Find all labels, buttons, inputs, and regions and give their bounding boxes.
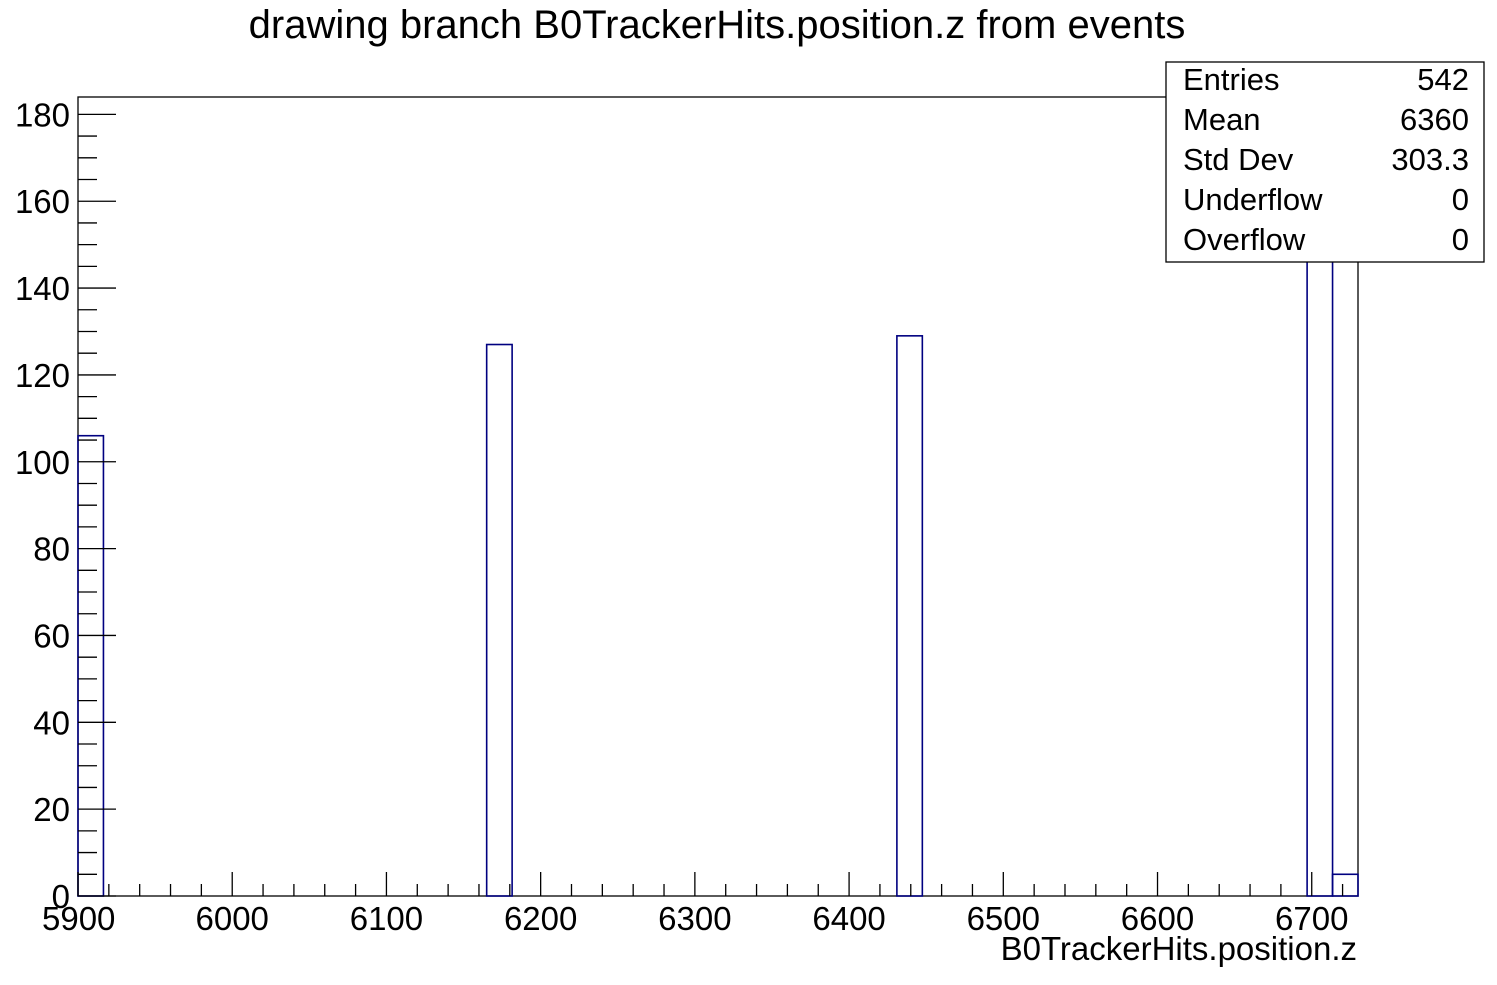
- stats-label: Overflow: [1183, 222, 1306, 257]
- stats-value: 303.3: [1391, 142, 1469, 177]
- y-tick-label: 0: [52, 878, 70, 915]
- y-axis: 0 20 40 60 80 100 120 140 160 180: [15, 96, 116, 915]
- y-tick-label: 180: [15, 96, 70, 133]
- y-tick-label: 40: [33, 704, 70, 741]
- x-tick-label: 6400: [812, 900, 885, 937]
- stats-label: Entries: [1183, 62, 1279, 97]
- y-tick-label: 120: [15, 357, 70, 394]
- chart-title: drawing branch B0TrackerHits.position.z …: [249, 3, 1186, 47]
- y-tick-label: 60: [33, 617, 70, 654]
- histogram-bar-1: [485, 343, 513, 897]
- stats-box: Entries 542 Mean 6360 Std Dev 303.3 Underflow 0…: [1165, 61, 1485, 263]
- stats-label: Mean: [1183, 102, 1261, 137]
- histogram-bar-4: [1331, 873, 1359, 897]
- y-tick-label: 80: [33, 531, 70, 568]
- y-tick-label: 140: [15, 270, 70, 307]
- x-axis: 5900 6000 6100 6200 6300 6400 6500 6600 6700: [42, 872, 1348, 937]
- stats-box-frame: [1165, 61, 1485, 263]
- x-tick-label: 5900: [42, 900, 115, 937]
- x-axis-label: B0TrackerHits.position.z: [1001, 930, 1357, 967]
- x-tick-label: 6200: [504, 900, 577, 937]
- y-tick-label: 160: [15, 183, 70, 220]
- x-tick-label: 6500: [967, 900, 1040, 937]
- stats-label: Underflow: [1183, 182, 1323, 217]
- y-tick-label: 100: [15, 444, 70, 481]
- stats-value: 0: [1452, 182, 1469, 217]
- x-tick-label: 6700: [1275, 900, 1348, 937]
- stats-value: 542: [1417, 62, 1469, 97]
- y-tick-label: 20: [33, 791, 70, 828]
- histogram-bar-2: [896, 335, 924, 897]
- x-tick-label: 6600: [1121, 900, 1194, 937]
- x-tick-label: 6300: [658, 900, 731, 937]
- stats-value: 6360: [1400, 102, 1469, 137]
- x-tick-label: 6000: [196, 900, 269, 937]
- stats-value: 0: [1452, 222, 1469, 257]
- x-tick-label: 6100: [350, 900, 423, 937]
- stats-label: Std Dev: [1183, 142, 1294, 177]
